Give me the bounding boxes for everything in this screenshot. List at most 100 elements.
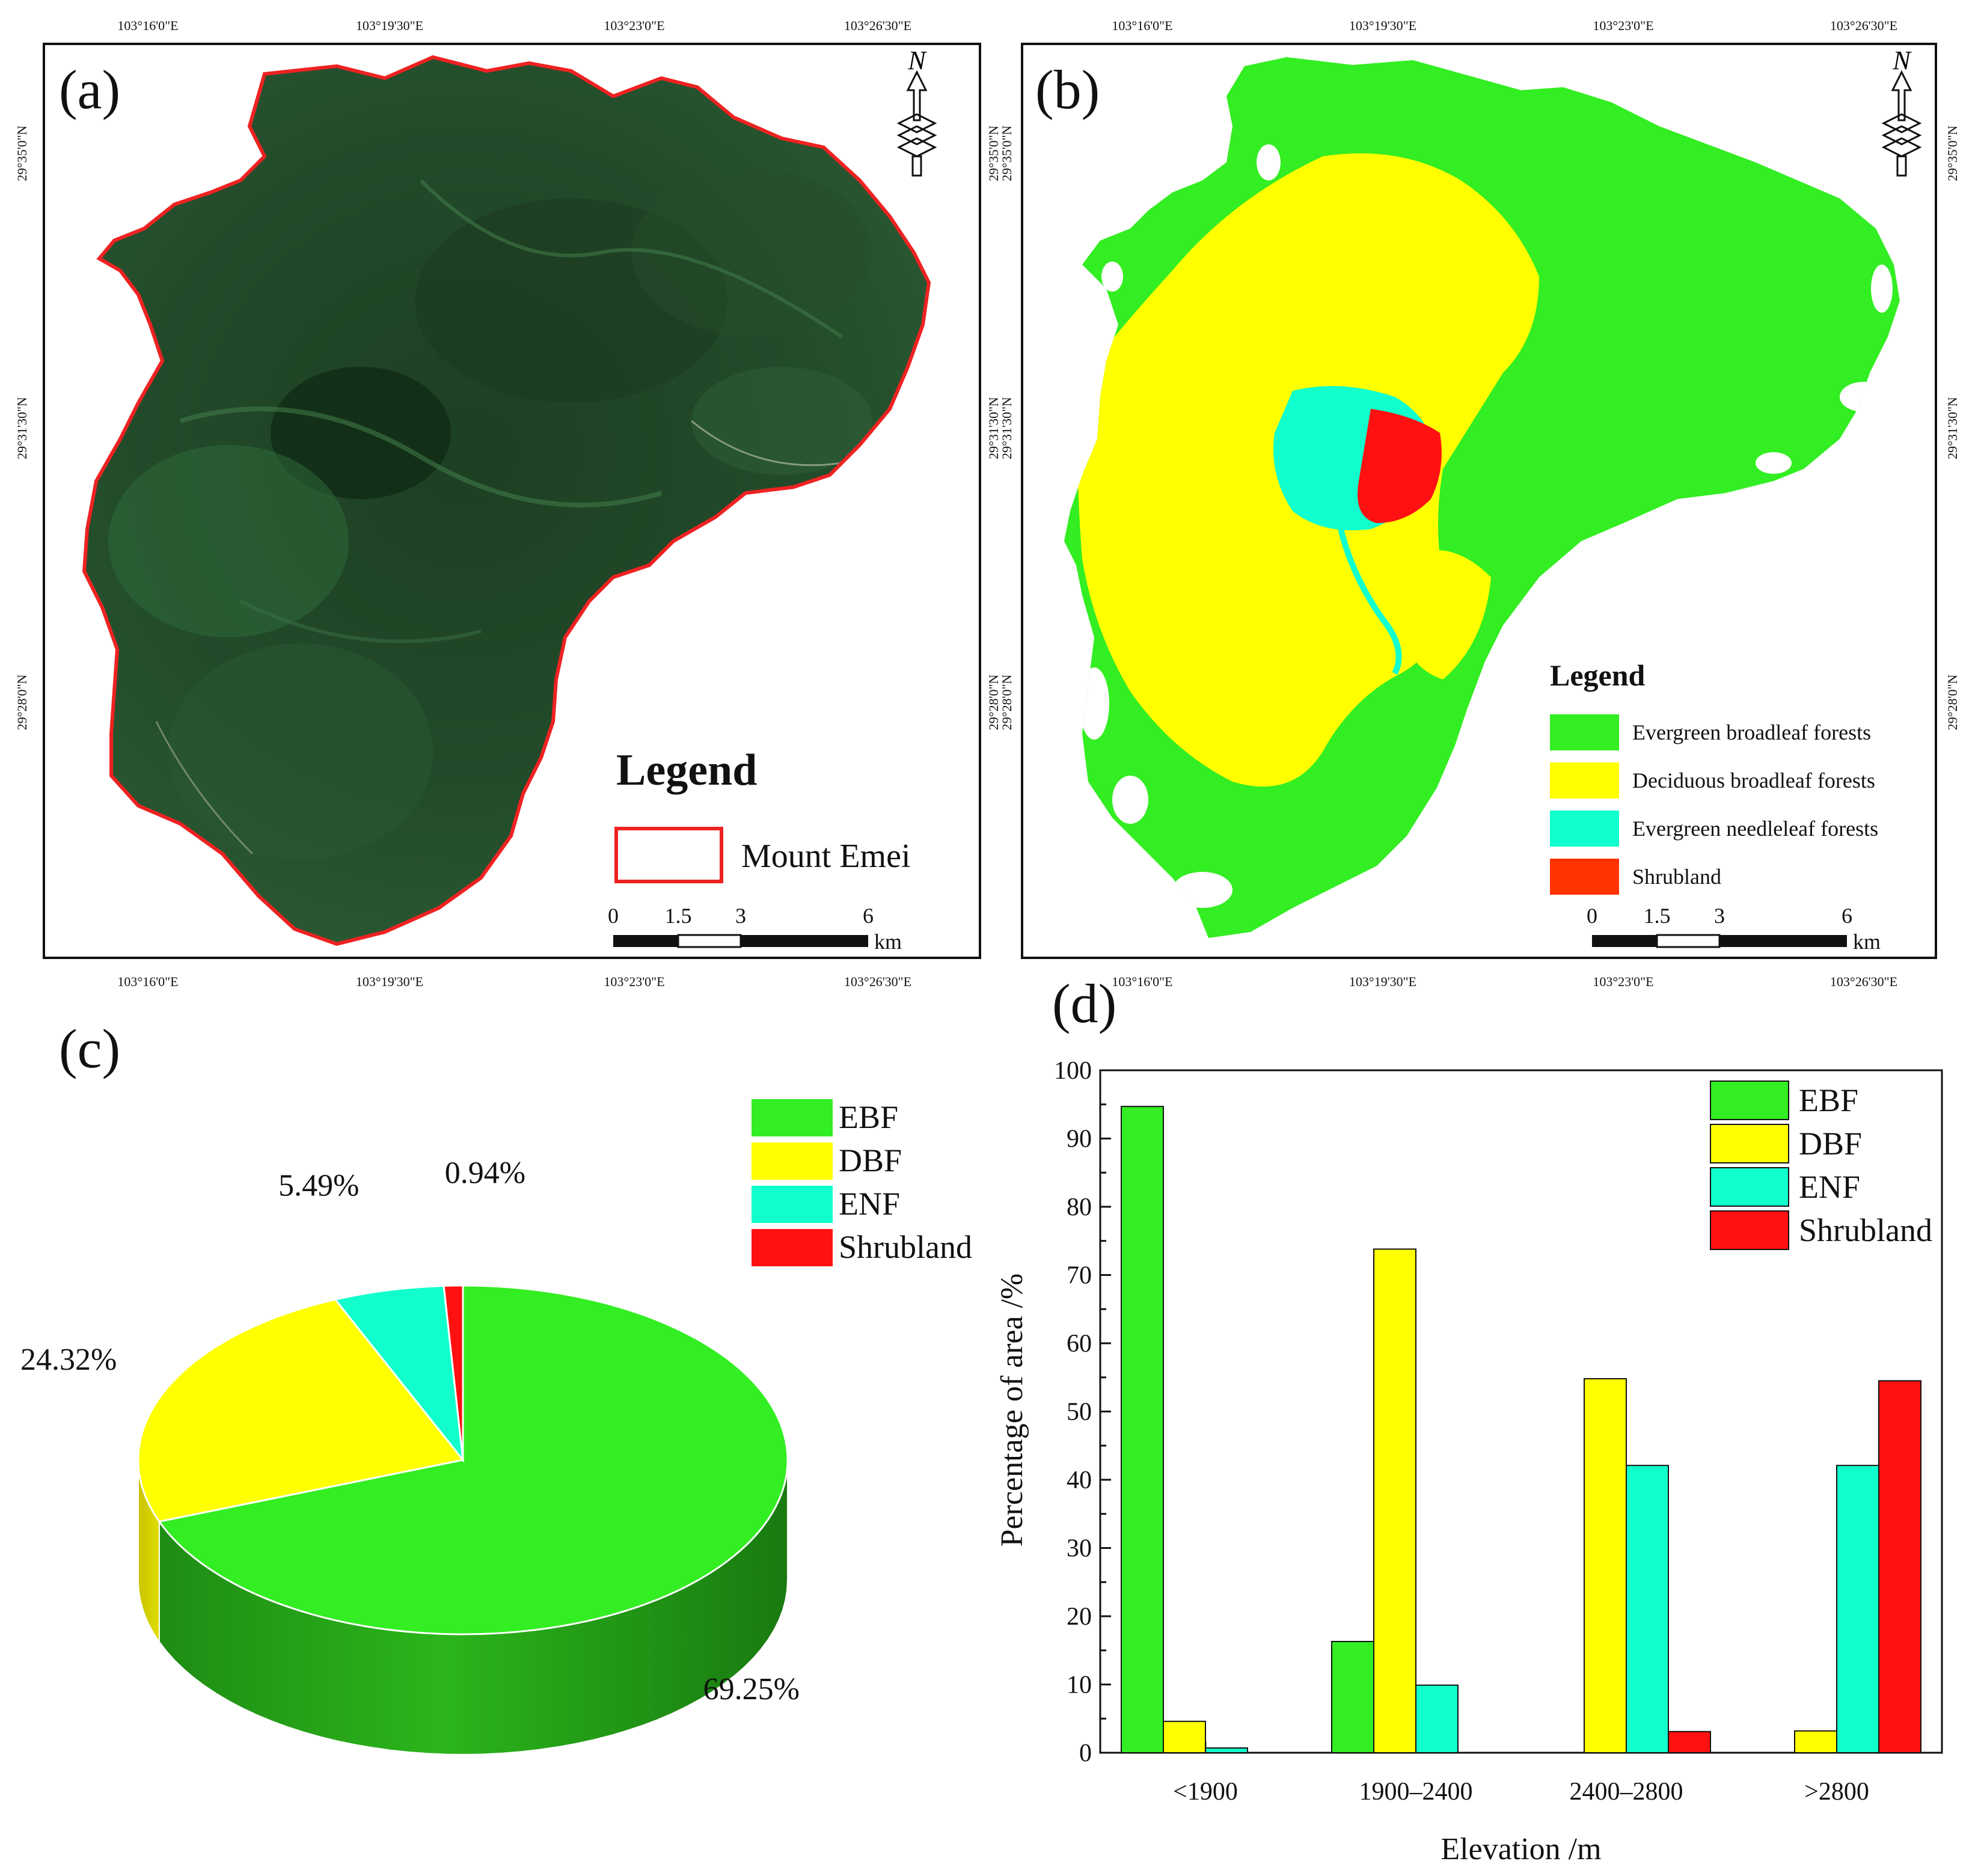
y-tick-label: 70: [1067, 1262, 1092, 1290]
bar-legend: EBF DBF ENF Shrubland: [1710, 1081, 1932, 1250]
svg-text:6: 6: [1842, 904, 1852, 928]
panel-b-map: (b) N Legend Evergreen broadleaf forests…: [999, 18, 1960, 989]
bar-enf-1900: [1205, 1747, 1248, 1754]
y-axis-title: Percentage of area /%: [995, 1274, 1029, 1547]
svg-text:29°28'0"N: 29°28'0"N: [986, 675, 1001, 731]
bar-dbf-1900-2400: [1373, 1248, 1416, 1753]
y-tick-label: 80: [1067, 1194, 1092, 1221]
lat-labels-right-a: 29°35'0"N 29°31'30"N 29°28'0"N: [986, 126, 1001, 731]
bar-legend-label-ebf: EBF: [1799, 1082, 1858, 1118]
bar-shrubland-2400-2800: [1668, 1730, 1711, 1754]
panel-b-label: (b): [1035, 59, 1100, 120]
y-tick-label: 20: [1067, 1603, 1092, 1631]
svg-text:103°16'0"E: 103°16'0"E: [117, 974, 178, 989]
legend-title-b: Legend: [1550, 658, 1646, 692]
lon-labels-top-b: 103°16'0"E 103°19'30"E 103°23'0"E 103°26…: [1112, 18, 1897, 33]
pie-legend-swatch-ebf: [752, 1099, 833, 1136]
satellite-image: [84, 57, 929, 944]
svg-text:29°35'0"N: 29°35'0"N: [14, 126, 29, 182]
svg-text:103°19'30"E: 103°19'30"E: [356, 974, 423, 989]
svg-text:103°19'30"E: 103°19'30"E: [1349, 974, 1416, 989]
bar-legend-label-dbf: DBF: [1799, 1126, 1862, 1162]
legend-label-ebf-b: Evergreen broadleaf forests: [1632, 720, 1871, 744]
svg-text:29°35'0"N: 29°35'0"N: [986, 126, 1001, 182]
bar-ebf-1900-2400: [1331, 1641, 1374, 1753]
svg-text:103°23'0"E: 103°23'0"E: [604, 974, 664, 989]
svg-text:29°31'30"N: 29°31'30"N: [986, 397, 1001, 459]
svg-text:1.5: 1.5: [665, 904, 692, 928]
x-tick-label: 2400–2800: [1570, 1778, 1683, 1806]
svg-text:103°23'0"E: 103°23'0"E: [1593, 18, 1653, 33]
pie-slice-dbf: [137, 1298, 465, 1523]
x-tick-label: 1900–2400: [1359, 1778, 1473, 1806]
svg-text:29°28'0"N: 29°28'0"N: [999, 675, 1014, 731]
svg-text:103°26'30"E: 103°26'30"E: [1830, 18, 1897, 33]
bar-legend-swatch-enf: [1710, 1167, 1789, 1207]
pie-legend-swatch-enf: [752, 1186, 833, 1223]
y-axis: 0 10 20 30 40 50 60 70 80 90 100: [1054, 1057, 1111, 1767]
svg-text:3: 3: [735, 904, 746, 928]
lat-labels-left-b: 29°35'0"N 29°31'30"N 29°28'0"N: [999, 126, 1014, 731]
svg-text:103°16'0"E: 103°16'0"E: [117, 18, 178, 33]
legend-label-shrubland-b: Shrubland: [1632, 865, 1721, 889]
svg-text:29°31'30"N: 29°31'30"N: [999, 397, 1014, 459]
scale-bar-b: 0 1.5 3 6 km: [1587, 904, 1881, 954]
north-letter: N: [907, 46, 927, 75]
panel-c-pie-chart: (c) 69.25% 24.32% 5.49% 0.94% EBF DBF ENF Shru…: [20, 1018, 972, 1756]
bar-dbf-2800: [1794, 1730, 1837, 1753]
bar-legend-label-enf: ENF: [1799, 1169, 1860, 1205]
y-tick-label: 60: [1067, 1330, 1092, 1358]
shrubland-zone: [1358, 409, 1442, 523]
svg-text:103°19'30"E: 103°19'30"E: [1349, 18, 1416, 33]
dbf-east-zone: [1401, 550, 1491, 679]
bar-enf-2800: [1836, 1465, 1879, 1753]
bar-legend-swatch-ebf: [1710, 1081, 1789, 1120]
legend-swatch-mount-emei: [614, 827, 723, 883]
y-tick-label: 10: [1067, 1672, 1092, 1699]
pie-slice-enf: [334, 1284, 465, 1463]
svg-text:6: 6: [863, 904, 874, 928]
bar-legend-swatch-dbf: [1710, 1124, 1789, 1163]
bar-legend-label-shrubland: Shrubland: [1799, 1212, 1932, 1248]
svg-text:29°28'0"N: 29°28'0"N: [14, 675, 29, 731]
svg-text:103°26'30"E: 103°26'30"E: [844, 974, 911, 989]
x-axis: <1900 1900–2400 2400–2800 >2800: [1173, 1742, 1869, 1806]
scale-bar-a: 0 1.5 3 6 km: [608, 904, 902, 954]
pie-label-ebf: 69.25%: [703, 1672, 800, 1706]
bar-enf-2400-2800: [1626, 1465, 1669, 1753]
x-tick-label: <1900: [1173, 1778, 1238, 1806]
svg-text:103°16'0"E: 103°16'0"E: [1112, 18, 1172, 33]
pie-label-enf: 5.49%: [278, 1169, 359, 1203]
svg-text:0: 0: [608, 904, 619, 928]
svg-text:29°35'0"N: 29°35'0"N: [1945, 126, 1960, 182]
lon-labels-bottom-a: 103°16'0"E 103°19'30"E 103°23'0"E 103°26…: [117, 974, 911, 989]
bar-shrubland-2800: [1878, 1380, 1921, 1753]
panel-a-map: (a) N Legend Mount Emei 0 1.5 3 6 km 103…: [14, 18, 1001, 989]
legend-label-mount-emei: Mount Emei: [741, 838, 911, 875]
svg-text:km: km: [1853, 930, 1881, 954]
pie-legend-label-dbf: DBF: [839, 1142, 902, 1179]
legend-swatch-ebf-b: [1550, 714, 1619, 750]
legend-label-dbf-b: Deciduous broadleaf forests: [1632, 768, 1875, 792]
pie-labels: 69.25% 24.32% 5.49% 0.94%: [20, 1156, 800, 1706]
y-tick-label: 40: [1067, 1467, 1092, 1494]
legend-swatch-enf-b: [1550, 811, 1619, 847]
panel-a-label: (a): [59, 59, 120, 120]
y-tick-label: 30: [1067, 1535, 1092, 1563]
pie-legend-swatch-dbf: [752, 1142, 833, 1180]
north-arrow-b: N: [1881, 46, 1922, 177]
bar-enf-1900-2400: [1415, 1684, 1459, 1754]
bar-legend-swatch-shrubland: [1710, 1210, 1789, 1250]
legend-swatch-dbf-b: [1550, 762, 1619, 799]
panel-d-label: (d): [1052, 973, 1116, 1034]
y-tick-label: 90: [1067, 1126, 1092, 1153]
svg-text:3: 3: [1714, 904, 1725, 928]
y-tick-label: 50: [1067, 1399, 1092, 1426]
lat-labels-right-b: 29°35'0"N 29°31'30"N 29°28'0"N: [1945, 126, 1960, 731]
bars: [1121, 1106, 1921, 1754]
svg-text:103°26'30"E: 103°26'30"E: [844, 18, 911, 33]
pie-label-dbf: 24.32%: [20, 1343, 117, 1377]
svg-text:103°23'0"E: 103°23'0"E: [1593, 974, 1653, 989]
legend-title-a: Legend: [616, 746, 757, 795]
